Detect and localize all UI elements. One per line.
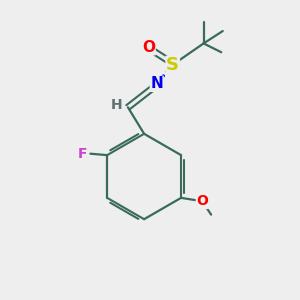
Text: H: H [111,98,122,112]
Text: N: N [150,76,163,91]
Text: F: F [78,147,88,161]
Text: S: S [166,56,179,74]
Text: O: O [142,40,155,55]
Text: F: F [78,147,88,161]
Text: N: N [150,76,163,91]
Text: S: S [166,56,179,74]
Text: O: O [196,194,208,208]
Text: O: O [196,194,208,208]
Text: H: H [112,98,122,112]
Text: O: O [142,40,155,55]
